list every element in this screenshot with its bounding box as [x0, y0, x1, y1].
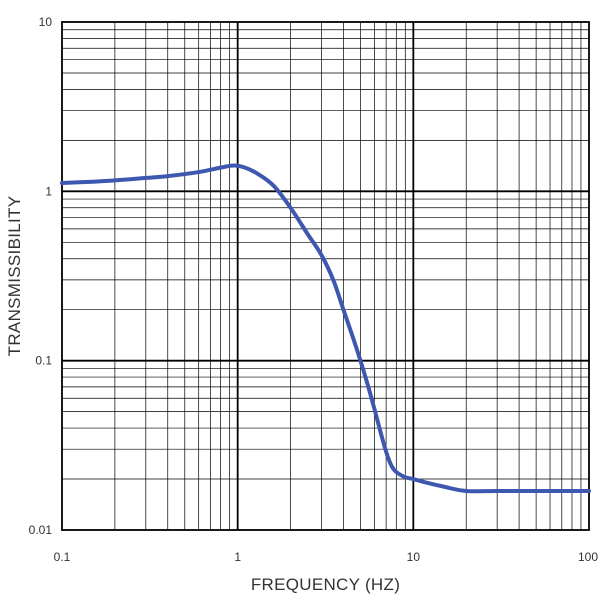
x-tick-labels: 0.1 1 10 100: [54, 550, 598, 564]
x-axis-title: FREQUENCY (HZ): [251, 575, 400, 594]
series-group: [60, 163, 591, 494]
y-tick-label: 0.1: [35, 354, 52, 368]
y-tick-labels: 10 1 0.1 0.01: [29, 15, 53, 537]
y-tick-label: 10: [39, 15, 53, 29]
y-tick-label: 1: [45, 184, 52, 198]
y-tick-label: 0.01: [29, 523, 53, 537]
x-tick-label: 100: [578, 550, 598, 564]
x-tick-label: 0.1: [54, 550, 71, 564]
x-tick-label: 1: [234, 550, 241, 564]
chart-grid: [62, 22, 589, 530]
plot-frame: [61, 21, 590, 531]
transmissibility-series-line: [60, 163, 591, 494]
x-tick-label: 10: [407, 550, 421, 564]
y-axis-title: TRANSMISSIBILITY: [5, 196, 24, 357]
